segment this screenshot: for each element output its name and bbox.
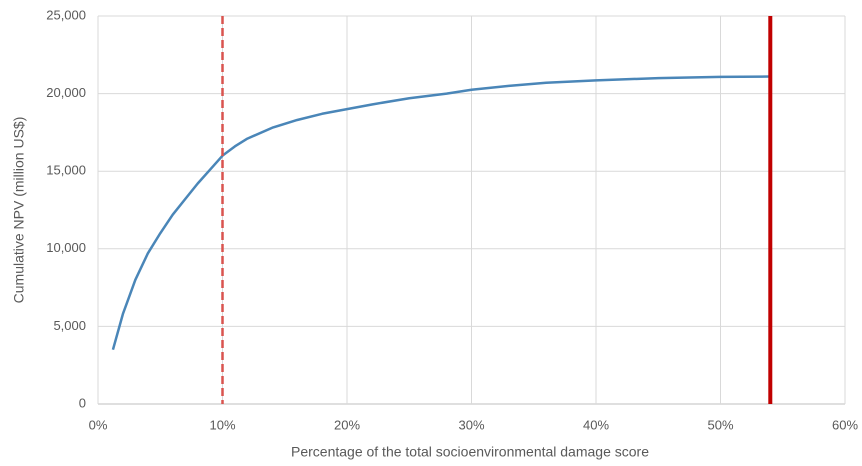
y-tick-label: 5,000 <box>53 318 86 333</box>
x-tick-label: 0% <box>89 417 108 432</box>
y-tick-label: 0 <box>79 395 86 410</box>
x-tick-label: 10% <box>209 417 235 432</box>
x-axis-label: Percentage of the total socioenvironment… <box>291 444 649 460</box>
x-tick-label: 30% <box>458 417 484 432</box>
y-tick-label: 10,000 <box>46 240 86 255</box>
y-tick-label: 25,000 <box>46 7 86 22</box>
x-tick-label: 60% <box>832 417 858 432</box>
x-tick-label: 20% <box>334 417 360 432</box>
line <box>111 75 771 351</box>
y-tick-label: 20,000 <box>46 85 86 100</box>
y-tick-label: 15,000 <box>46 163 86 178</box>
y-axis-label: Cumulative NPV (million US$) <box>11 117 27 304</box>
x-tick-label: 50% <box>707 417 733 432</box>
x-tick-label: 40% <box>583 417 609 432</box>
